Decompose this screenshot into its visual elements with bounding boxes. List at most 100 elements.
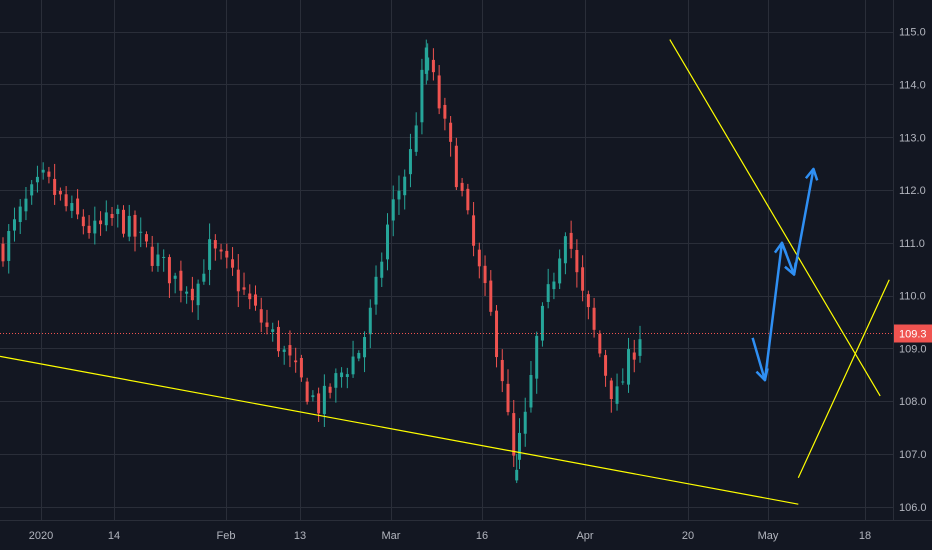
candle-body (563, 236, 567, 264)
candle-body (219, 249, 223, 252)
time-tick-label: Mar (382, 530, 401, 542)
candle-body (558, 258, 562, 284)
candle-body (408, 149, 412, 175)
time-tick-label: 13 (294, 530, 306, 542)
candle-body (351, 356, 355, 375)
candle-body (87, 225, 91, 233)
time-tick-label: 20 (682, 530, 694, 542)
candle-body (414, 125, 418, 152)
candle-body (173, 275, 177, 279)
candle-body (156, 254, 160, 267)
candle-body (334, 373, 338, 388)
time-axis[interactable]: 2020 14 Feb 13 Mar 16 Apr 20 May 18 (29, 530, 871, 542)
candle-body (443, 104, 447, 119)
candle-body (403, 176, 407, 196)
candle-body (41, 169, 45, 173)
candle-body (7, 231, 11, 261)
price-tick-label: 115.0 (899, 27, 926, 39)
candle-body (53, 178, 57, 195)
candle-body (529, 374, 533, 408)
candle-body (76, 198, 80, 215)
candle-body (179, 270, 183, 291)
candle-body (110, 213, 114, 219)
candle-body (586, 294, 590, 308)
candle-body (460, 182, 464, 191)
candle-body (133, 214, 137, 237)
candle-body (592, 307, 596, 330)
candle-body (299, 357, 303, 378)
candle-body (495, 310, 499, 358)
candle-body (288, 345, 292, 356)
candle-body (357, 352, 361, 359)
candle-body (167, 257, 171, 284)
candle-body (231, 259, 235, 268)
candle-body (322, 385, 326, 415)
candle-body (162, 256, 166, 258)
candle-body (604, 355, 608, 376)
candle-body (380, 261, 384, 278)
time-tick-label: 2020 (29, 530, 53, 542)
candle-body (30, 184, 34, 196)
candle-body (569, 232, 573, 249)
candle-body (515, 469, 519, 481)
price-axis[interactable]: 106.0 107.0 108.0 109.0 110.0 111.0 112.0 113.0… (899, 27, 927, 514)
candle-body (127, 215, 131, 237)
candle-body (609, 380, 613, 400)
candles (1, 39, 642, 484)
candle-body (535, 335, 539, 379)
candle-body (276, 326, 280, 352)
candle-body (420, 69, 424, 123)
candle-body (242, 287, 246, 290)
candle-body (506, 383, 510, 413)
trendline[interactable] (0, 355, 799, 505)
candle-body (311, 395, 315, 398)
candle-body (454, 145, 458, 188)
candle-body (190, 288, 194, 301)
arrow-head (784, 262, 797, 276)
candle-body (150, 246, 154, 266)
candle-body (397, 190, 401, 200)
price-tick-label: 113.0 (899, 132, 926, 144)
candle-body (483, 265, 487, 284)
price-tick-label: 110.0 (899, 291, 926, 303)
candle-body (144, 234, 148, 242)
drawings (0, 39, 893, 505)
candle-body (248, 293, 252, 300)
price-tick-label: 114.0 (899, 79, 926, 91)
arrow-head (773, 241, 788, 255)
candle-body (58, 190, 62, 195)
candle-body (374, 276, 378, 305)
candle-body (523, 411, 527, 434)
candle-body (236, 269, 240, 292)
candle-body (225, 250, 229, 258)
candle-body (294, 360, 298, 363)
candle-body (368, 307, 372, 335)
candle-body (472, 215, 476, 246)
candle-body (512, 413, 516, 456)
candle-body (1, 243, 5, 262)
candle-body (638, 339, 642, 356)
axes (0, 0, 932, 521)
candle-body (213, 240, 217, 249)
candle-body (265, 322, 269, 327)
candle-body (35, 176, 39, 183)
candle-body (627, 349, 631, 385)
last-price-badge (894, 324, 932, 343)
price-tick-label: 106.0 (899, 502, 927, 514)
candle-body (122, 209, 126, 234)
candle-body (621, 381, 625, 383)
candle-body (282, 349, 286, 352)
time-tick-label: May (758, 530, 779, 542)
price-tick-label: 108.0 (899, 396, 927, 408)
candle-body (259, 309, 263, 323)
candle-body (99, 220, 103, 225)
candle-body (116, 208, 120, 215)
candle-body (345, 374, 349, 378)
trendline[interactable] (797, 279, 890, 479)
trendline[interactable] (669, 39, 881, 397)
candle-body (552, 281, 556, 290)
candle-body (317, 393, 321, 414)
candle-body (424, 47, 428, 74)
